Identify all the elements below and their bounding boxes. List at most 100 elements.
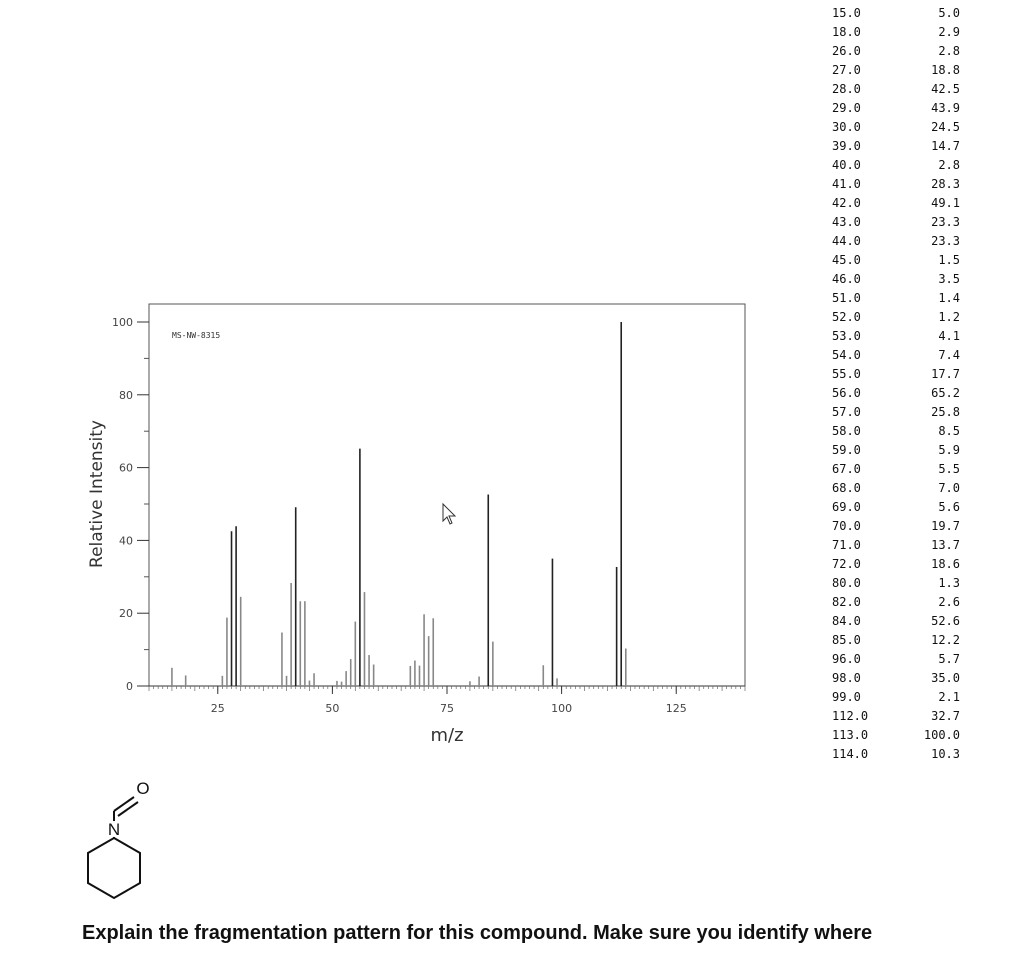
peak-row: 70.0 19.7 [832,517,960,536]
peak-row: 112.0 32.7 [832,707,960,726]
peak-intensity: 32.7 [931,709,960,723]
peak-mz: 112.0 [832,709,869,723]
peak-intensity: 52.6 [931,614,960,628]
y-tick-label: 20 [119,607,133,620]
peak-row: 98.0 35.0 [832,669,960,688]
peak-row: 53.0 4.1 [832,327,960,346]
carbonyl-double-bond-b [117,801,139,817]
y-tick-label: 80 [119,389,133,402]
nitrogen-label-bg [106,821,122,837]
peak-row: 43.0 23.3 [832,213,960,232]
peak-intensity: 65.2 [931,386,960,400]
peak-row: 56.0 65.2 [832,384,960,403]
peak-row: 15.0 5.0 [832,4,960,23]
peak-mz: 85.0 [832,633,861,647]
peak-mz: 70.0 [832,519,861,533]
peak-row: 44.0 23.3 [832,232,960,251]
peak-row: 71.0 13.7 [832,536,960,555]
peak-mz: 68.0 [832,481,861,495]
x-tick-label: 50 [325,702,339,715]
peak-row: 40.0 2.8 [832,156,960,175]
peak-row: 99.0 2.1 [832,688,960,707]
peak-row: 84.0 52.6 [832,612,960,631]
peak-mz: 52.0 [832,310,861,324]
peak-intensity: 24.5 [931,120,960,134]
peak-row: 45.0 1.5 [832,251,960,270]
peak-row: 57.0 25.8 [832,403,960,422]
peak-mz: 45.0 [832,253,861,267]
peak-mz: 53.0 [832,329,861,343]
peak-intensity: 42.5 [931,82,960,96]
y-tick-label: 40 [119,534,133,547]
peak-intensity: 4.1 [938,329,960,343]
peak-intensity: 5.7 [938,652,960,666]
peak-intensity: 7.0 [938,481,960,495]
peak-mz: 56.0 [832,386,861,400]
peak-row: 41.0 28.3 [832,175,960,194]
piperidine-ring [87,836,141,900]
peak-mz: 69.0 [832,500,861,514]
peak-mz: 99.0 [832,690,861,704]
peak-mz: 28.0 [832,82,861,96]
peak-intensity: 1.3 [938,576,960,590]
peak-intensity: 28.3 [931,177,960,191]
peak-row: 18.0 2.9 [832,23,960,42]
peak-row: 96.0 5.7 [832,650,960,669]
peak-intensity: 14.7 [931,139,960,153]
peak-mz: 58.0 [832,424,861,438]
peak-mz: 42.0 [832,196,861,210]
peak-bars [171,322,627,686]
peak-row: 58.0 8.5 [832,422,960,441]
peak-mz: 41.0 [832,177,861,191]
peak-row: 28.0 42.5 [832,80,960,99]
peak-mz: 96.0 [832,652,861,666]
peak-mz: 40.0 [832,158,861,172]
peak-mz: 27.0 [832,63,861,77]
peak-intensity: 5.5 [938,462,960,476]
peak-mz: 82.0 [832,595,861,609]
peak-intensity: 23.3 [931,215,960,229]
peak-mz: 80.0 [832,576,861,590]
peak-intensity: 18.8 [931,63,960,77]
peak-row: 29.0 43.9 [832,99,960,118]
peak-mz: 29.0 [832,101,861,115]
peak-mz: 46.0 [832,272,861,286]
peak-row: 46.0 3.5 [832,270,960,289]
peak-row: 80.0 1.3 [832,574,960,593]
peak-mz: 114.0 [832,747,869,761]
peak-intensity: 2.8 [938,158,960,172]
peak-intensity: 1.4 [938,291,960,305]
peak-row: 85.0 12.2 [832,631,960,650]
peak-list-table: 15.0 5.0 18.0 2.9 26.0 2.8 27.0 18.8 28.0 42.5 29.… [832,4,960,764]
peak-mz: 71.0 [832,538,861,552]
peak-intensity: 19.7 [931,519,960,533]
peak-intensity: 8.5 [938,424,960,438]
peak-mz: 67.0 [832,462,861,476]
x-axis-title: m/z [430,725,463,746]
y-axis-title: Relative Intensity [87,420,107,568]
x-minor-ticks [148,686,746,691]
peak-row: 69.0 5.6 [832,498,960,517]
peak-intensity: 17.7 [931,367,960,381]
peak-intensity: 2.8 [938,44,960,58]
peak-mz: 51.0 [832,291,861,305]
mouse-cursor-icon [442,502,457,525]
peak-intensity: 5.6 [938,500,960,514]
peak-row: 26.0 2.8 [832,42,960,61]
peak-row: 114.0 10.3 [832,745,960,764]
peak-row: 59.0 5.9 [832,441,960,460]
peak-mz: 57.0 [832,405,861,419]
peak-intensity: 100.0 [923,728,960,742]
oxygen-label-bg [134,779,152,797]
peak-intensity: 2.9 [938,25,960,39]
peak-intensity: 2.6 [938,595,960,609]
peak-row: 54.0 7.4 [832,346,960,365]
carbonyl-double-bond-a [113,796,135,812]
peak-mz: 15.0 [832,6,861,20]
y-tick-label: 0 [126,680,133,693]
peak-intensity: 18.6 [931,557,960,571]
peak-intensity: 3.5 [938,272,960,286]
peak-mz: 39.0 [832,139,861,153]
x-tick-label: 25 [211,702,225,715]
